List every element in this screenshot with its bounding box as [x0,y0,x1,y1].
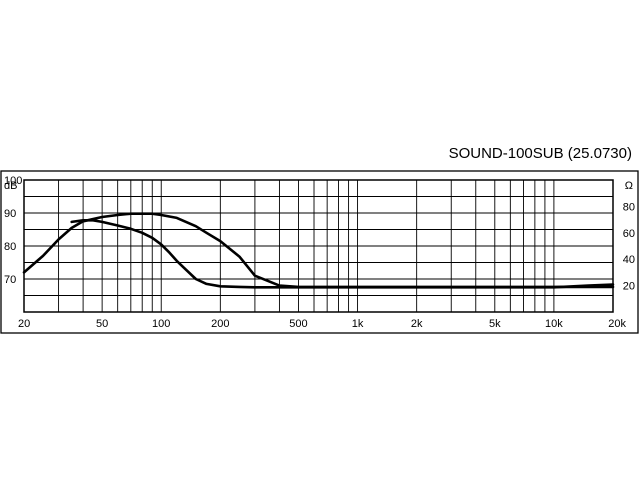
grid-lines [24,180,613,312]
x-tick-label: 5k [489,318,501,330]
x-tick-label: 20 [18,318,30,330]
series-line-2 [70,219,615,289]
x-tick-label: 2k [411,318,423,330]
x-tick-label: 10k [545,318,563,330]
y-left-unit-label: dB [4,180,17,192]
y-left-tick-label: 70 [4,274,16,286]
series-layer [22,212,615,289]
x-tick-label: 200 [211,318,229,330]
x-tick-label: 1k [352,318,364,330]
plot-frame [0,170,639,334]
x-tick-label: 50 [96,318,108,330]
y-right-tick-label: 20 [623,281,635,293]
x-tick-label: 500 [289,318,307,330]
x-tick-label: 20k [608,318,626,330]
y-left-tick-label: 80 [4,241,16,253]
x-tick-label: 100 [152,318,170,330]
y-right-unit-label: Ω [625,180,633,192]
y-left-tick-label: 100 [4,175,22,187]
plot-area-border [23,179,614,313]
y-left-tick-label: 90 [4,208,16,220]
y-right-tick-label: 60 [623,228,635,240]
y-right-tick-label: 80 [623,201,635,213]
chart-title: SOUND-100SUB (25.0730) [448,145,632,162]
y-right-tick-label: 40 [623,254,635,266]
tick-labels: 20 50 100 200 500 1k 2k 5k 10k 20k 70 80 90 100 20 40 60… [4,175,635,330]
